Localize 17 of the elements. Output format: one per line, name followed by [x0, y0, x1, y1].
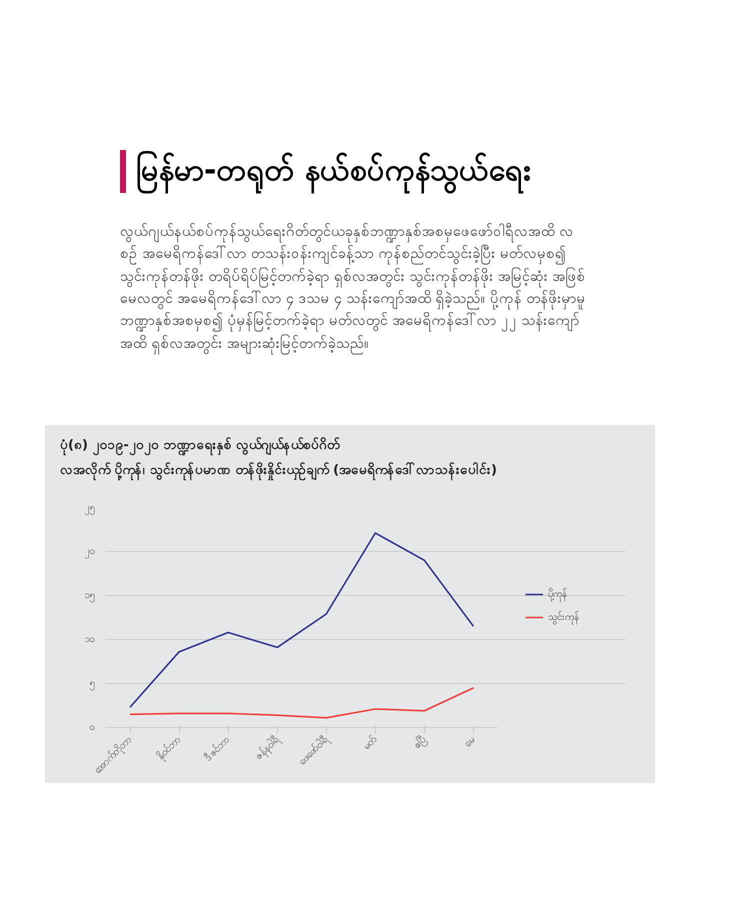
x-tick-label: ဧပြီ	[410, 732, 430, 752]
legend-label: သွင်းကုန်	[548, 610, 580, 624]
line-series	[129, 532, 474, 708]
y-tick-label: ၂၀	[84, 546, 94, 559]
y-tick-label: ၁၅	[84, 590, 94, 603]
legend-label: ပို့ကုန်	[548, 587, 568, 602]
y-tick-label: ၂၅	[84, 502, 94, 516]
line-series	[129, 687, 474, 719]
y-tick-label: ၁၀	[84, 634, 94, 645]
x-tick-label: မတ်	[360, 733, 380, 752]
x-tick-label: မေ	[462, 734, 478, 750]
y-tick-label: ၀	[90, 722, 94, 733]
text: မြန်မာ-တရုတ် နယ်စပ်ကုန်သွယ်ရေး	[120, 150, 590, 193]
text: လွယ်ဂျယ်နယ်စပ်ကုန်သွယ်ရေးဂိတ်တွင်ယခုနှစ်ဘဏ္ဍာနှစ်အစမှဖေဖော်ဝါရီလအထိ လစဉ် အမေရိကန်ဒေါ်လာ တသန်းဝန်းကျင်ခန့်သာ ကုန်စည်တင်သွင်းခဲ့ပြီး မတ်လမှစ၍ သွင်းကုန်တန်ဖိုး တရိပ်ရိပ်မြင့်တက်ခဲ့ရာ ရှစ်လအတွင်း သွင်းကုန်တန်ဖိုး အမြင့်ဆုံး အဖြစ် မေလတွင် အမေရိကန်ဒေါ်လာ ၄ ဒသမ ၄ သန်းကျော်အထိ ရှိခဲ့သည်။ ပို့ကုန် တန်ဖိုးမှာမူ ဘဏ္ဍာနှစ်အစမှစ၍ ပုံမှန်မြင့်တက်ခဲ့ရာ မတ်လတွင် အမေရိကန်ဒေါ်လာ ၂၂ သန်းကျော်အထိ ရှစ်လအတွင်း အများဆုံးမြင့်တက်ခဲ့သည်။	[120, 222, 587, 356]
chart-title: ပုံ(၈) ၂၀၁၉-၂၀၂၀ ဘဏ္ဍာရေးနှစ် လွယ်ဂျယ်နယ်စပ်ဂိတ်	[60, 437, 340, 456]
y-tick-label: ၅	[90, 678, 94, 691]
chart-subtitle: လအလိုက် ပို့ကုန်၊ သွင်းကုန်ပမာဏ တန်ဖိုးနှိုင်းယှဉ်ချက် (အမေရိကန်ဒေါ်လာသန်းပေါင်း)	[60, 462, 497, 480]
